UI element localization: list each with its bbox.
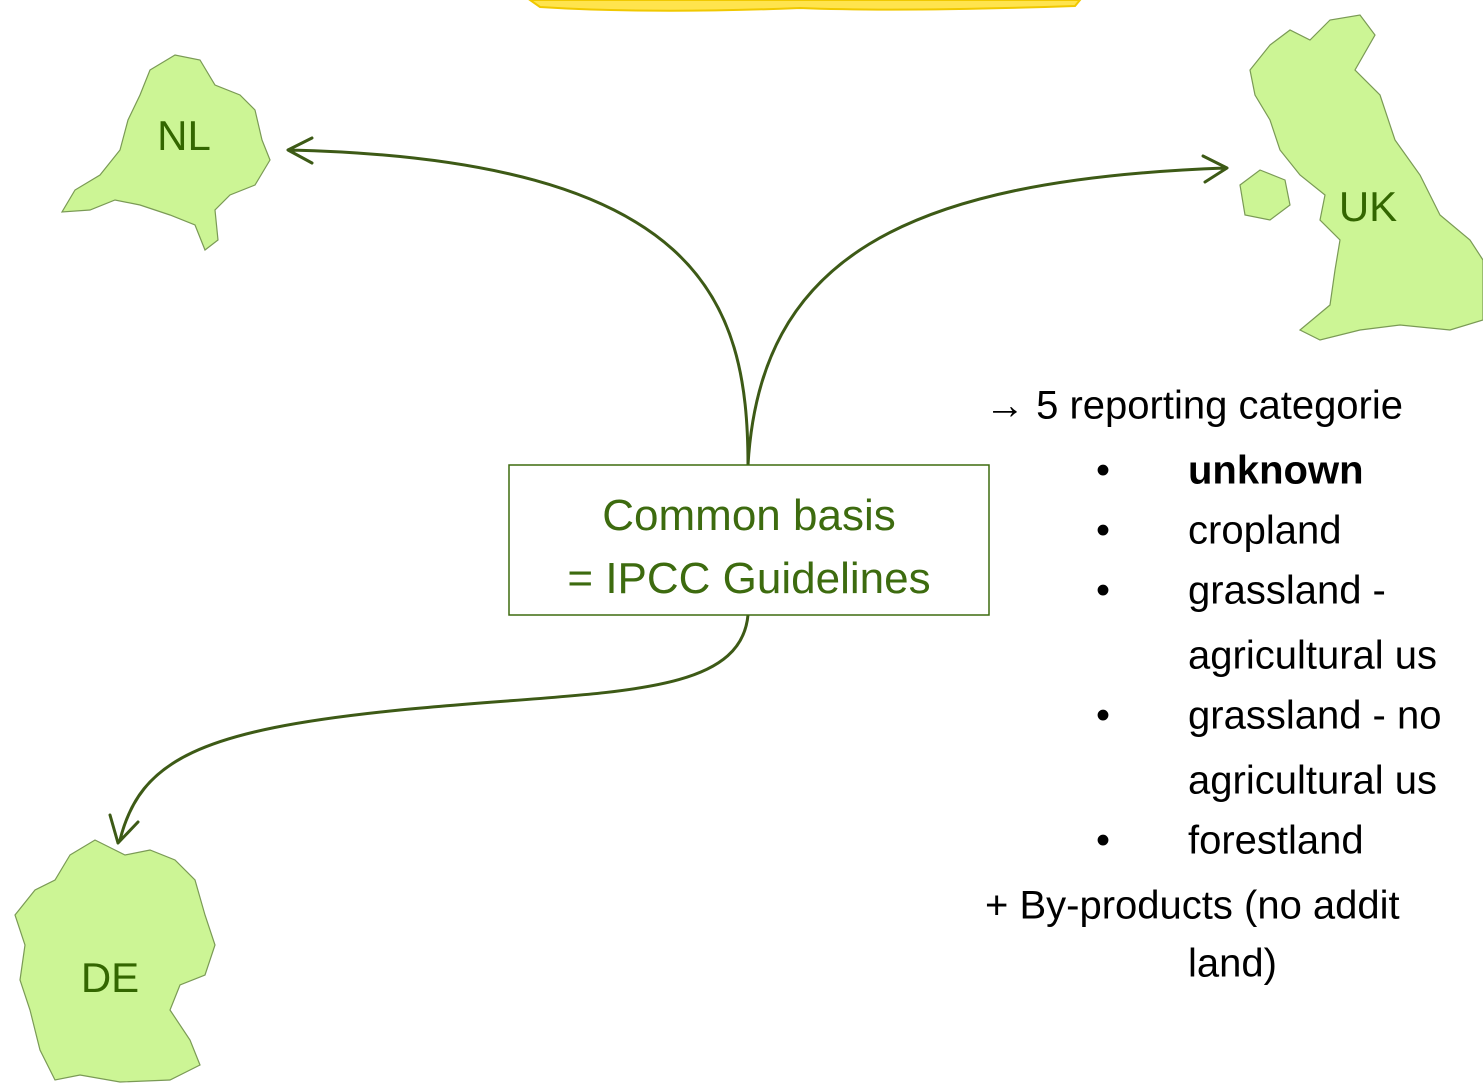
center-line: Common basis [602,491,895,540]
banner [528,0,1082,12]
list-item: agricultural us [1188,634,1437,678]
arrow-de [108,613,750,845]
bullet: • [1096,509,1110,553]
list-footer: + By-products (no addit [985,884,1400,928]
bullet: • [1096,819,1110,863]
bullet: • [1096,694,1110,738]
bullet: • [1096,569,1110,613]
node-label: UK [1339,183,1397,230]
map-de [14,839,216,1083]
list-item: grassland - [1188,569,1386,613]
center-line: = IPCC Guidelines [567,554,930,603]
list-item: agricultural us [1188,759,1437,803]
category-list: → 5 reporting categorie • unknown • cropland… [985,384,1441,986]
list-item: cropland [1188,509,1341,553]
arrow-nl [286,136,750,467]
node-label: DE [81,954,139,1001]
list-item: unknown [1188,449,1364,493]
map-uk [1239,14,1483,341]
list-header: → 5 reporting categorie [985,384,1403,428]
bullet: • [1096,449,1110,493]
list-footer: land) [1188,942,1277,986]
arrow-uk [746,154,1229,467]
list-item: forestland [1188,819,1364,863]
list-item: grassland - no [1188,694,1441,738]
center-box [508,464,990,616]
map-nl [60,54,271,251]
node-label: NL [157,112,211,159]
